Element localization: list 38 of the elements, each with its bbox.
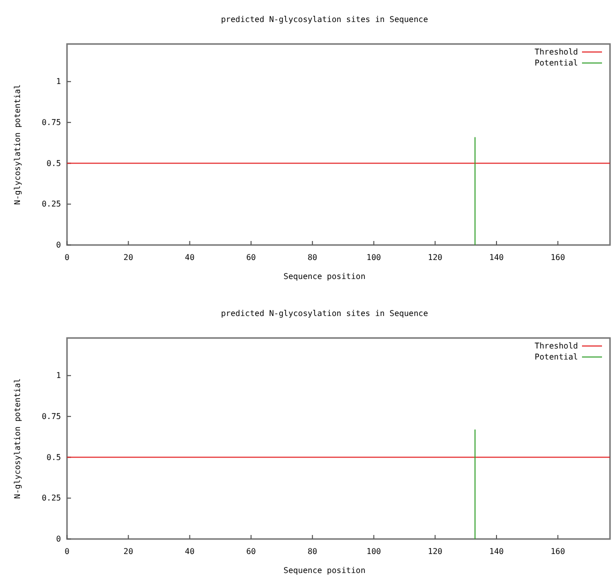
chart-title: predicted N-glycosylation sites in Sequence [220, 15, 428, 24]
y-axis-title: N-glycosylation potential [13, 84, 22, 205]
legend-label: Potential [534, 352, 578, 362]
x-tick-label: 140 [489, 547, 504, 556]
x-tick-label: 80 [308, 547, 318, 556]
legend-label: Potential [534, 58, 578, 68]
x-tick-label: 60 [246, 547, 256, 556]
x-tick-label: 0 [64, 253, 70, 262]
x-tick-label: 160 [550, 253, 566, 262]
x-tick-label: 100 [366, 547, 382, 556]
x-tick-label: 0 [64, 547, 70, 556]
x-tick-label: 120 [428, 547, 443, 556]
x-tick-label: 40 [184, 253, 195, 262]
x-tick-label: 120 [428, 253, 443, 262]
y-tick-label: 0.75 [42, 118, 62, 127]
x-tick-label: 100 [366, 253, 382, 262]
x-tick-label: 20 [124, 253, 134, 262]
y-tick-label: 1 [56, 77, 62, 86]
legend-label: Threshold [534, 48, 578, 57]
y-tick-label: 1 [56, 371, 62, 380]
x-tick-label: 160 [550, 547, 566, 556]
x-tick-label: 140 [489, 253, 504, 262]
x-tick-label: 80 [308, 253, 318, 262]
y-tick-label: 0.5 [46, 452, 62, 462]
y-tick-label: 0 [56, 534, 62, 544]
x-axis-title: Sequence position [284, 272, 366, 281]
y-tick-label: 0.5 [46, 158, 62, 168]
x-tick-label: 60 [246, 253, 256, 262]
x-axis-title: Sequence position [284, 566, 366, 575]
y-tick-label: 0.25 [42, 200, 62, 209]
y-tick-label: 0.75 [42, 412, 62, 421]
y-tick-label: 0 [56, 240, 62, 250]
chart-title: predicted N-glycosylation sites in Sequence [220, 309, 428, 318]
x-tick-label: 40 [184, 547, 195, 556]
y-tick-label: 0.25 [42, 494, 62, 503]
legend-label: Threshold [534, 342, 578, 351]
x-tick-label: 20 [124, 547, 134, 556]
y-axis-title: N-glycosylation potential [13, 378, 22, 499]
